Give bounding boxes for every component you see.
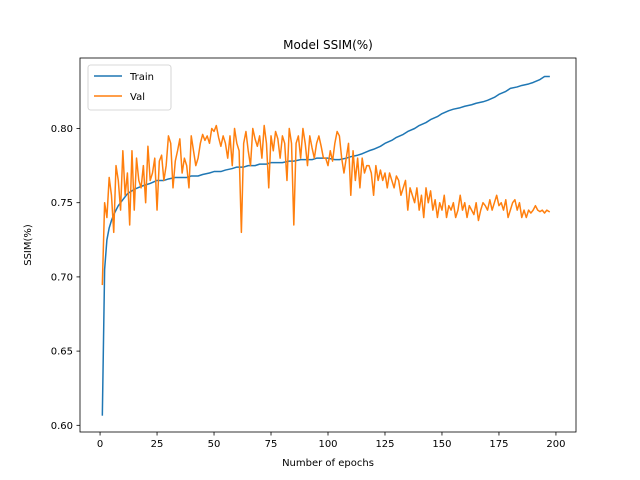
- chart-title: Model SSIM(%): [283, 38, 373, 52]
- x-tick-label: 0: [97, 439, 103, 450]
- legend-label-train: Train: [129, 72, 154, 83]
- y-tick-label: 0.70: [51, 272, 73, 283]
- y-tick-label: 0.60: [51, 421, 73, 432]
- x-axis-ticks: 0 25 50 75 100 125 150 175 200: [97, 432, 565, 450]
- x-tick-label: 125: [375, 439, 394, 450]
- y-tick-label: 0.80: [51, 124, 73, 135]
- y-tick-label: 0.65: [51, 347, 73, 358]
- x-tick-label: 25: [151, 439, 164, 450]
- legend: Train Val: [87, 64, 172, 111]
- y-axis-ticks: 0.60 0.65 0.70 0.75 0.80: [51, 124, 80, 432]
- x-tick-label: 175: [489, 439, 508, 450]
- series-line-val: [101, 124, 551, 286]
- x-axis-label: Number of epochs: [282, 458, 374, 469]
- x-tick-label: 150: [432, 439, 451, 450]
- x-tick-label: 200: [546, 439, 565, 450]
- series-layer: [101, 75, 551, 416]
- x-tick-label: 75: [265, 439, 278, 450]
- y-axis-label: SSIM(%): [23, 224, 34, 266]
- x-tick-label: 100: [318, 439, 337, 450]
- y-tick-label: 0.75: [51, 198, 73, 209]
- legend-label-val: Val: [130, 92, 145, 103]
- x-tick-label: 50: [208, 439, 221, 450]
